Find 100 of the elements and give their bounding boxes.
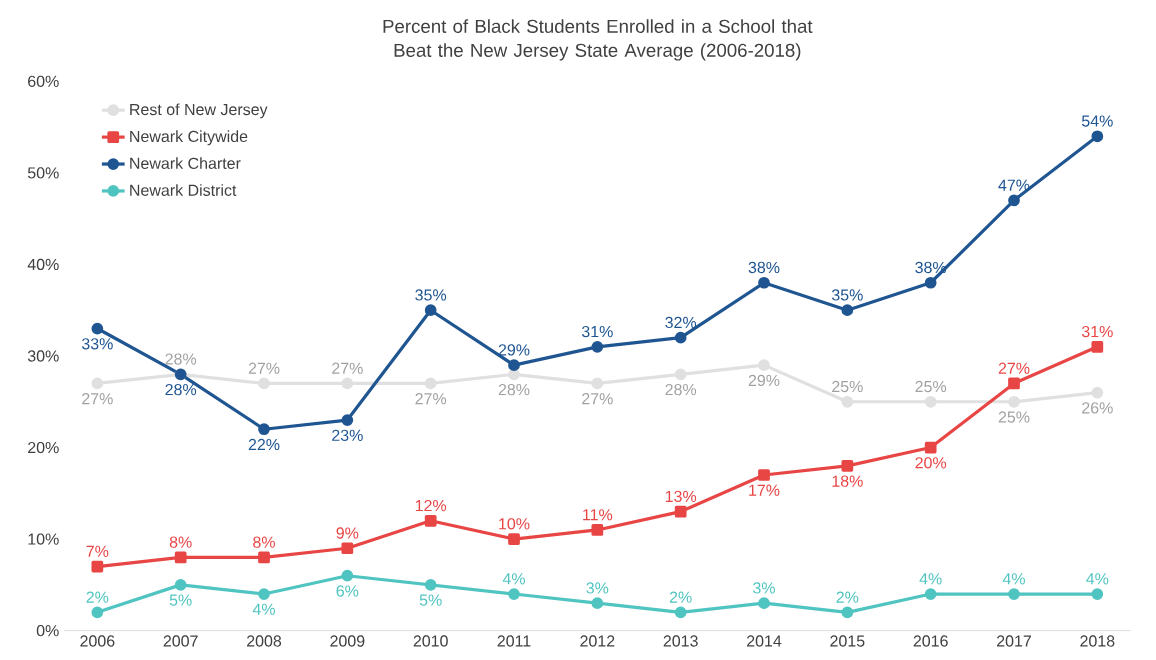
point	[674, 606, 687, 619]
data-label: 4%	[502, 573, 525, 585]
point	[1091, 340, 1104, 353]
data-label: 22%	[248, 438, 280, 451]
point	[758, 276, 770, 289]
point	[841, 395, 854, 408]
data-label: 27%	[582, 393, 613, 405]
point	[591, 524, 604, 536]
point	[91, 377, 104, 390]
data-label: 27%	[332, 362, 363, 374]
data-label: 27%	[82, 393, 113, 405]
point	[674, 505, 687, 518]
point	[341, 414, 354, 426]
point	[591, 340, 604, 353]
data-label: 25%	[832, 380, 863, 393]
data-label: 31%	[1081, 325, 1113, 338]
point	[424, 377, 437, 390]
x-tick-label: 2016	[913, 635, 948, 647]
data-label: 29%	[748, 374, 780, 387]
data-label: 35%	[415, 289, 447, 301]
x-tick-label: 2013	[663, 635, 698, 647]
point	[91, 606, 104, 619]
data-label: 33%	[81, 338, 113, 350]
point	[1008, 194, 1020, 207]
x-tick-label: 2006	[80, 635, 115, 647]
point	[758, 597, 770, 610]
point	[674, 368, 687, 381]
point	[1008, 395, 1020, 408]
data-label: 2%	[669, 591, 692, 603]
data-label: 7%	[86, 545, 109, 557]
point	[258, 551, 270, 564]
point	[258, 377, 270, 390]
data-label: 27%	[248, 362, 280, 374]
data-label: 38%	[748, 261, 780, 274]
point	[258, 423, 270, 436]
data-label: 6%	[336, 585, 359, 597]
data-label: 31%	[581, 325, 613, 338]
data-label: 29%	[498, 344, 530, 356]
point	[841, 459, 854, 472]
point	[174, 579, 187, 591]
data-label: 26%	[1082, 402, 1113, 414]
x-tick-label: 2009	[330, 635, 365, 647]
y-tick-label: 50%	[27, 167, 59, 179]
data-label: 13%	[665, 490, 697, 503]
data-label: 2%	[836, 591, 859, 603]
legend-label: Newark Citywide	[130, 130, 248, 146]
data-label: 4%	[919, 573, 942, 585]
point	[758, 359, 770, 372]
data-label: 9%	[336, 527, 359, 539]
data-label: 2%	[86, 591, 109, 603]
data-label: 10%	[499, 518, 530, 530]
point	[91, 560, 104, 573]
point	[591, 377, 604, 390]
legend-label: Rest of New Jersey	[130, 103, 268, 119]
x-tick-label: 2014	[747, 635, 782, 647]
data-label: 28%	[665, 383, 697, 396]
legend-label: Newark District	[130, 184, 237, 196]
y-tick-label: 20%	[28, 441, 59, 454]
point	[508, 533, 520, 545]
point	[508, 359, 520, 372]
x-tick-label: 2010	[413, 635, 448, 647]
y-tick-label: 30%	[27, 350, 59, 362]
point	[841, 304, 854, 317]
point	[591, 597, 604, 610]
data-label: 47%	[998, 179, 1030, 191]
data-label: 18%	[832, 475, 863, 487]
data-label: 20%	[915, 457, 947, 469]
data-label: 54%	[1081, 115, 1113, 127]
x-tick-label: 2007	[163, 635, 198, 647]
data-label: 3%	[753, 582, 775, 594]
y-tick-label: 60%	[28, 75, 59, 87]
point	[424, 579, 437, 591]
point	[424, 514, 437, 527]
point	[1008, 588, 1020, 600]
data-label: 27%	[998, 362, 1030, 374]
point	[674, 331, 687, 344]
point	[924, 588, 937, 600]
x-tick-label: 2011	[497, 635, 531, 647]
data-label: 17%	[749, 484, 780, 496]
y-tick-label: 40%	[27, 258, 59, 271]
point	[341, 377, 354, 390]
y-tick-label: 10%	[28, 533, 59, 545]
point	[91, 322, 104, 335]
point	[758, 469, 770, 481]
data-label: 4%	[1002, 573, 1025, 585]
data-label: 5%	[169, 594, 192, 606]
data-label: 3%	[586, 582, 609, 594]
point	[508, 588, 520, 600]
data-label: 28%	[498, 383, 530, 396]
data-label: 25%	[998, 411, 1030, 423]
legend-label: Newark Charter	[130, 157, 241, 169]
point	[341, 569, 354, 582]
point	[841, 606, 854, 619]
data-label: 23%	[332, 429, 363, 441]
data-label: 4%	[252, 603, 275, 615]
data-label: 4%	[1086, 573, 1109, 585]
data-label: 28%	[165, 383, 197, 396]
data-label: 8%	[253, 536, 275, 548]
point	[924, 395, 937, 408]
data-label: 11%	[583, 509, 613, 521]
